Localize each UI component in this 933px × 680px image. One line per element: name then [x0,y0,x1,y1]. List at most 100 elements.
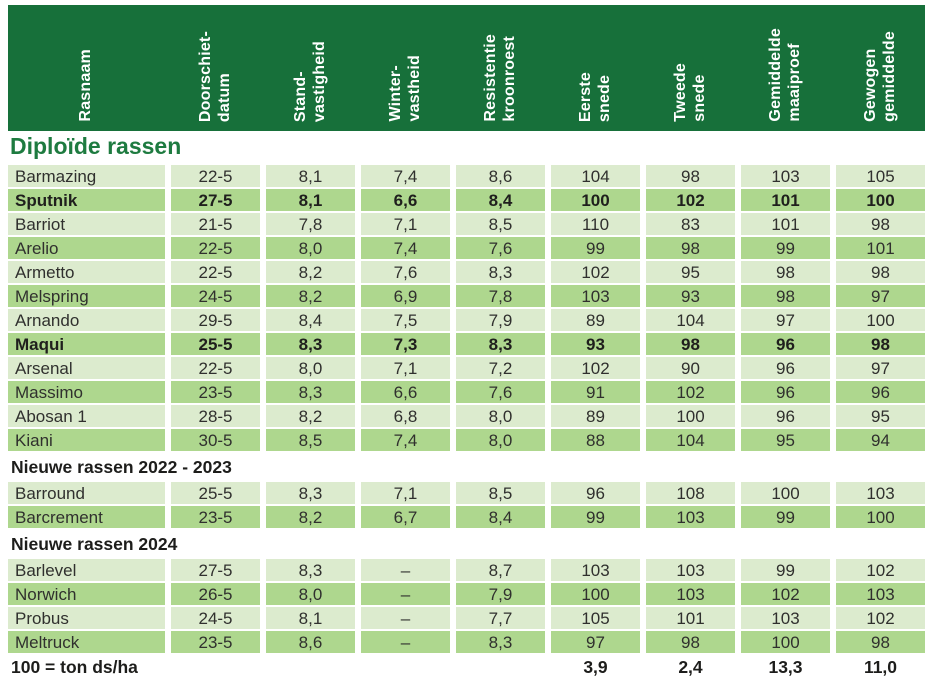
value-cell-gemiddelde-maaiproef: 101 [741,213,830,235]
value-cell-resistentie-kroonroest: 8,0 [456,405,545,427]
value-cell-resistentie-kroonroest: 8,3 [456,261,545,283]
variety-name-cell: Maqui [8,333,165,355]
value-cell-gewogen-gemiddelde: 103 [836,482,925,504]
value-cell-gemiddelde-maaiproef: 98 [741,261,830,283]
value-cell-resistentie-kroonroest: 7,8 [456,285,545,307]
value-cell-eerste-snede: 102 [551,357,640,379]
value-cell-wintervastheid: 6,9 [361,285,450,307]
value-cell-gemiddelde-maaiproef: 101 [741,189,830,211]
value-cell-tweede-snede: 100 [646,405,735,427]
value-cell-gemiddelde-maaiproef: 99 [741,506,830,528]
column-header-label: Rasnaam [77,49,95,122]
value-cell-doorschietdatum: 23-5 [171,631,260,653]
value-cell-eerste-snede: 102 [551,261,640,283]
column-header-label: Tweede snede [671,63,708,122]
table-row: Barmazing 22-5 8,1 7,4 8,6 104 98 103 105 [8,165,925,187]
value-cell-tweede-snede: 93 [646,285,735,307]
value-cell-eerste-snede: 100 [551,583,640,605]
value-cell-gewogen-gemiddelde: 98 [836,631,925,653]
table-row: Probus 24-5 8,1–7,7 105 101 103 102 [8,607,925,629]
value-cell-tweede-snede: 102 [646,189,735,211]
table-row: Meltruck 23-5 8,6–8,3 97 98 100 98 [8,631,925,653]
value-cell-gewogen-gemiddelde: 98 [836,213,925,235]
variety-name-cell: Melspring [8,285,165,307]
value-cell-tweede-snede: 104 [646,429,735,451]
value-cell-gewogen-gemiddelde: 102 [836,607,925,629]
table-row: Barriot 21-5 7,8 7,1 8,5 110 83 101 98 [8,213,925,235]
value-cell-wintervastheid: 7,1 [361,482,450,504]
column-header-wintervastheid: Winter- vastheid [361,5,450,131]
value-cell-gemiddelde-maaiproef: 96 [741,333,830,355]
table-row: Massimo 23-5 8,3 6,6 7,6 91 102 96 96 [8,381,925,403]
value-cell-resistentie-kroonroest: 7,2 [456,357,545,379]
column-header-standvastigheid: Stand- vastigheid [266,5,355,131]
column-header-rasnaam: Rasnaam [8,5,165,131]
value-cell-gewogen-gemiddelde: 100 [836,506,925,528]
value-cell-eerste-snede: 93 [551,333,640,355]
value-cell-wintervastheid: 7,4 [361,429,450,451]
value-cell-wintervastheid: 7,6 [361,261,450,283]
value-cell-gemiddelde-maaiproef: 98 [741,285,830,307]
value-cell-eerste-snede: 104 [551,165,640,187]
value-cell-doorschietdatum: 26-5 [171,583,260,605]
value-cell-tweede-snede: 108 [646,482,735,504]
value-cell-doorschietdatum: 22-5 [171,357,260,379]
value-cell-tweede-snede: 102 [646,381,735,403]
table-row: Abosan 1 28-5 8,2 6,8 8,0 89 100 96 95 [8,405,925,427]
value-cell-tweede-snede: 95 [646,261,735,283]
value-cell-wintervastheid: 6,8 [361,405,450,427]
value-cell-gewogen-gemiddelde: 103 [836,583,925,605]
value-cell-standvastigheid: 8,2 [266,261,355,283]
value-cell-resistentie-kroonroest: 8,5 [456,213,545,235]
table-row: Arsenal 22-5 8,0 7,1 7,2 102 90 96 97 [8,357,925,379]
variety-name-cell: Barlevel [8,559,165,581]
value-cell-standvastigheid: 8,1 [266,189,355,211]
value-cell-gemiddelde-maaiproef: 96 [741,357,830,379]
value-cell-wintervastheid: 6,7 [361,506,450,528]
value-cell-tweede-snede: 101 [646,607,735,629]
value-cell-tweede-snede: 83 [646,213,735,235]
value-cell-eerste-snede: 105 [551,607,640,629]
column-header-label: Eerste snede [576,71,613,122]
value-cell-standvastigheid: 7,8 [266,213,355,235]
value-cell-doorschietdatum: 25-5 [171,333,260,355]
column-header-label: Gemiddelde maaiproef [766,28,803,122]
value-cell-eerste-snede: 100 [551,189,640,211]
variety-name-cell: Norwich [8,583,165,605]
value-cell-standvastigheid: 8,1 [266,607,355,629]
value-cell-eerste-snede: 99 [551,237,640,259]
value-cell-doorschietdatum: 24-5 [171,285,260,307]
value-cell-resistentie-kroonroest: 8,3 [456,631,545,653]
table-row: Melspring 24-5 8,2 6,9 7,8 103 93 98 97 [8,285,925,307]
table-row: Arelio 22-5 8,0 7,4 7,6 99 98 99 101 [8,237,925,259]
value-cell-gewogen-gemiddelde: 102 [836,559,925,581]
footer-value: 3,9 [583,657,608,677]
value-cell-standvastigheid: 8,3 [266,333,355,355]
value-cell-eerste-snede: 110 [551,213,640,235]
value-cell-gewogen-gemiddelde: 105 [836,165,925,187]
value-cell-resistentie-kroonroest: 7,6 [456,237,545,259]
value-cell-resistentie-kroonroest: 7,9 [456,309,545,331]
value-cell-tweede-snede: 104 [646,309,735,331]
column-header-doorschietdatum: Doorschiet- datum [171,5,260,131]
footer-value: 13,3 [768,657,803,677]
column-header-label: Doorschiet- datum [196,30,233,122]
value-cell-wintervastheid: – [361,559,450,581]
table-row: Kiani 30-5 8,5 7,4 8,0 88 104 95 94 [8,429,925,451]
variety-name-cell: Probus [8,607,165,629]
value-cell-standvastigheid: 8,0 [266,237,355,259]
variety-name-cell: Sputnik [8,189,165,211]
value-cell-standvastigheid: 8,3 [266,559,355,581]
value-cell-tweede-snede: 98 [646,631,735,653]
value-cell-gemiddelde-maaiproef: 103 [741,607,830,629]
footer-value: 2,4 [678,657,703,677]
value-cell-eerste-snede: 99 [551,506,640,528]
section-title: Nieuwe rassen 2022 - 2023 [11,457,232,477]
value-cell-standvastigheid: 8,6 [266,631,355,653]
value-cell-wintervastheid: 6,6 [361,381,450,403]
value-cell-resistentie-kroonroest: 8,3 [456,333,545,355]
value-cell-doorschietdatum: 22-5 [171,237,260,259]
value-cell-gewogen-gemiddelde: 100 [836,309,925,331]
value-cell-eerste-snede: 97 [551,631,640,653]
